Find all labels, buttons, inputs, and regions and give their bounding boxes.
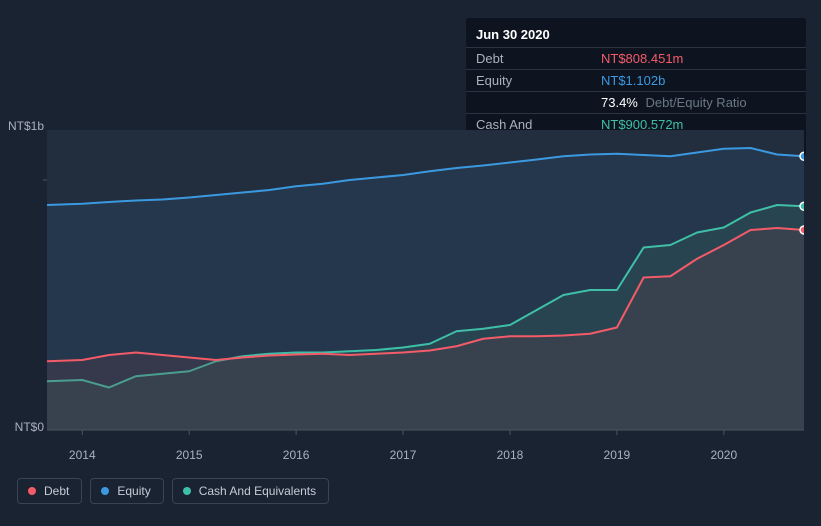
x-axis-label: 2014 xyxy=(69,448,96,462)
legend-label: Cash And Equivalents xyxy=(199,484,316,498)
legend-label: Debt xyxy=(44,484,69,498)
tooltip-row-sub: Debt/Equity Ratio xyxy=(642,95,747,110)
x-axis-label: 2017 xyxy=(390,448,417,462)
tooltip-row-value: NT$808.451m xyxy=(601,51,683,66)
tooltip-row: DebtNT$808.451m xyxy=(466,48,806,70)
legend-dot-icon xyxy=(101,487,109,495)
tooltip-row-value: 73.4% Debt/Equity Ratio xyxy=(601,95,747,110)
x-axis-label: 2019 xyxy=(604,448,631,462)
legend-item-debt[interactable]: Debt xyxy=(17,478,82,504)
x-axis-label: 2015 xyxy=(176,448,203,462)
x-axis-label: 2018 xyxy=(497,448,524,462)
tooltip-row-value: NT$1.102b xyxy=(601,73,665,88)
y-axis-label-bottom: NT$0 xyxy=(0,420,44,434)
legend-dot-icon xyxy=(183,487,191,495)
legend-item-equity[interactable]: Equity xyxy=(90,478,163,504)
chart-legend: Debt Equity Cash And Equivalents xyxy=(17,478,329,504)
chart-svg xyxy=(17,120,804,460)
legend-label: Equity xyxy=(117,484,150,498)
tooltip-row-label: Equity xyxy=(476,73,601,88)
tooltip-date: Jun 30 2020 xyxy=(466,24,806,48)
x-axis-label: 2020 xyxy=(710,448,737,462)
tooltip-row: 73.4% Debt/Equity Ratio xyxy=(466,92,806,114)
tooltip-row-label xyxy=(476,95,601,110)
y-axis-label-top: NT$1b xyxy=(0,119,44,133)
x-axis-label: 2016 xyxy=(283,448,310,462)
debt-equity-chart[interactable]: NT$1b NT$0 xyxy=(17,120,804,460)
tooltip-row-label: Debt xyxy=(476,51,601,66)
legend-item-cash-and-equivalents[interactable]: Cash And Equivalents xyxy=(172,478,329,504)
legend-dot-icon xyxy=(28,487,36,495)
tooltip-row: EquityNT$1.102b xyxy=(466,70,806,92)
